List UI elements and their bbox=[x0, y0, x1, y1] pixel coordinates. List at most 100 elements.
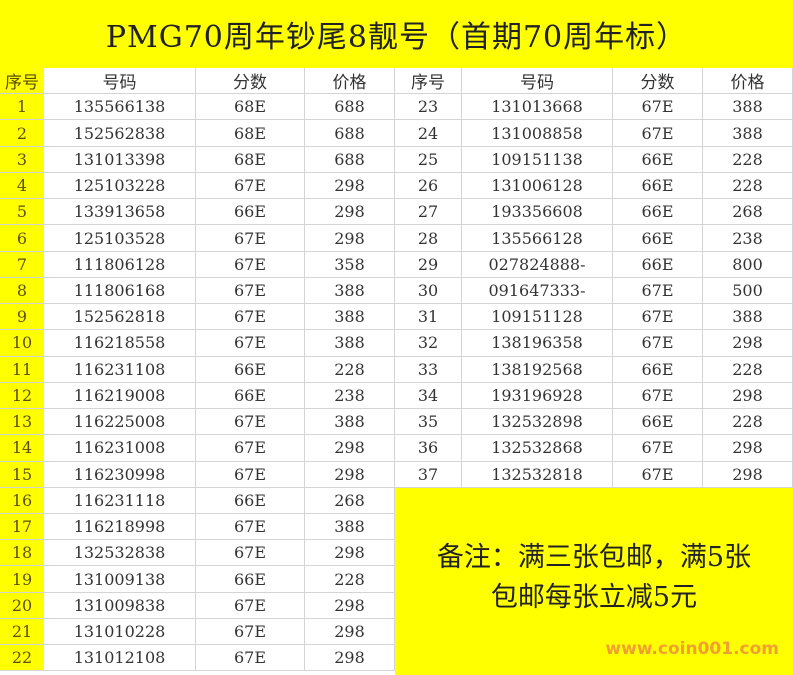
table-row: 32 138196358 67E 298 bbox=[395, 330, 793, 357]
cell-grade: 66E bbox=[613, 356, 703, 382]
cell-price: 388 bbox=[305, 513, 395, 540]
cell-grade: 67E bbox=[196, 225, 305, 251]
cell-serial: 27 bbox=[395, 199, 462, 225]
cell-price: 388 bbox=[305, 277, 395, 304]
table-row: 3 131013398 68E 688 bbox=[0, 146, 395, 173]
table-row: 2 152562838 68E 688 bbox=[0, 120, 395, 147]
table-row: 17 116218998 67E 388 bbox=[0, 513, 395, 541]
cell-grade: 66E bbox=[613, 225, 703, 251]
cell-grade: 67E bbox=[613, 382, 703, 409]
cell-price: 298 bbox=[305, 225, 395, 251]
cell-price: 688 bbox=[305, 146, 395, 172]
cell-grade: 67E bbox=[196, 540, 305, 566]
cell-number: 116218558 bbox=[44, 330, 196, 356]
table-row: 18 132532838 67E 298 bbox=[0, 540, 395, 567]
cell-number: 131013668 bbox=[462, 94, 613, 120]
cell-number: 132532818 bbox=[462, 461, 613, 487]
cell-number: 133913658 bbox=[44, 199, 196, 225]
table-row: 13 116225008 67E 388 bbox=[0, 409, 395, 436]
cell-grade: 67E bbox=[196, 304, 305, 330]
cell-grade: 67E bbox=[196, 618, 305, 645]
cell-grade: 66E bbox=[196, 382, 305, 409]
cell-serial: 9 bbox=[0, 304, 44, 330]
note-box: 备注：满三张包邮，满5张 包邮每张立减5元 www.coin001.com bbox=[395, 488, 793, 675]
watermark: www.coin001.com bbox=[605, 639, 779, 659]
left-table: 序号 号码 分数 价格 1 135566138 68E 688 2 152562838 68E 688… bbox=[0, 68, 395, 672]
table-row: 25 109151138 66E 228 bbox=[395, 146, 793, 173]
cell-number: 116225008 bbox=[44, 409, 196, 435]
cell-number: 116219008 bbox=[44, 382, 196, 409]
cell-price: 298 bbox=[305, 435, 395, 461]
cell-number: 091647333- bbox=[462, 277, 613, 304]
cell-price: 298 bbox=[703, 330, 793, 356]
cell-number: 109151128 bbox=[462, 304, 613, 330]
table-row: 6 125103528 67E 298 bbox=[0, 225, 395, 252]
cell-serial: 3 bbox=[0, 146, 44, 172]
cell-price: 298 bbox=[305, 618, 395, 645]
table-row: 16 116231118 66E 268 bbox=[0, 487, 395, 514]
cell-serial: 32 bbox=[395, 330, 462, 356]
note-line-1: 备注：满三张包邮，满5张 bbox=[436, 542, 752, 573]
cell-price: 298 bbox=[305, 172, 395, 199]
cell-price: 688 bbox=[305, 120, 395, 146]
cell-price: 388 bbox=[703, 120, 793, 146]
cell-serial: 23 bbox=[395, 94, 462, 120]
cell-number: 111806168 bbox=[44, 277, 196, 304]
cell-serial: 12 bbox=[0, 382, 44, 409]
cell-price: 298 bbox=[305, 592, 395, 618]
header-price: 价格 bbox=[703, 68, 793, 94]
cell-number: 125103228 bbox=[44, 172, 196, 199]
cell-grade: 66E bbox=[613, 199, 703, 225]
table-row: 15 116230998 67E 298 bbox=[0, 461, 395, 488]
cell-serial: 18 bbox=[0, 540, 44, 566]
cell-price: 228 bbox=[703, 356, 793, 382]
table-header: 序号 号码 分数 价格 bbox=[395, 68, 793, 95]
cell-number: 116231108 bbox=[44, 356, 196, 382]
table-row: 31 109151128 67E 388 bbox=[395, 304, 793, 331]
cell-price: 388 bbox=[703, 304, 793, 330]
cell-serial: 6 bbox=[0, 225, 44, 251]
cell-price: 228 bbox=[703, 409, 793, 435]
cell-serial: 17 bbox=[0, 513, 44, 540]
table-row: 14 116231008 67E 298 bbox=[0, 435, 395, 462]
cell-serial: 25 bbox=[395, 146, 462, 172]
table-row: 36 132532868 67E 298 bbox=[395, 435, 793, 462]
cell-serial: 28 bbox=[395, 225, 462, 251]
cell-price: 388 bbox=[305, 409, 395, 435]
cell-serial: 8 bbox=[0, 277, 44, 304]
cell-grade: 66E bbox=[613, 251, 703, 277]
table-row: 20 131009838 67E 298 bbox=[0, 592, 395, 619]
cell-serial: 30 bbox=[395, 277, 462, 304]
cell-grade: 67E bbox=[196, 645, 305, 671]
header-grade: 分数 bbox=[196, 68, 305, 94]
note-text: 备注：满三张包邮，满5张 包邮每张立减5元 bbox=[395, 538, 793, 618]
table-row: 19 131009138 66E 228 bbox=[0, 566, 395, 593]
table-row: 11 116231108 66E 228 bbox=[0, 356, 395, 383]
cell-grade: 66E bbox=[196, 199, 305, 225]
note-line-2: 包邮每张立减5元 bbox=[490, 582, 698, 613]
cell-number: 027824888- bbox=[462, 251, 613, 277]
cell-serial: 13 bbox=[0, 409, 44, 435]
table-row: 22 131012108 67E 298 bbox=[0, 645, 395, 672]
cell-serial: 20 bbox=[0, 592, 44, 618]
cell-grade: 66E bbox=[196, 566, 305, 592]
cell-number: 138196358 bbox=[462, 330, 613, 356]
table-row: 24 131008858 67E 388 bbox=[395, 120, 793, 147]
table-row: 37 132532818 67E 298 bbox=[395, 461, 793, 488]
header-number: 号码 bbox=[462, 68, 613, 94]
cell-serial: 10 bbox=[0, 330, 44, 356]
cell-price: 228 bbox=[305, 566, 395, 592]
table-row: 33 138192568 66E 228 bbox=[395, 356, 793, 383]
cell-price: 500 bbox=[703, 277, 793, 304]
cell-number: 131009838 bbox=[44, 592, 196, 618]
cell-grade: 67E bbox=[613, 330, 703, 356]
cell-number: 193356608 bbox=[462, 199, 613, 225]
cell-grade: 66E bbox=[613, 172, 703, 199]
cell-serial: 35 bbox=[395, 409, 462, 435]
cell-number: 116231008 bbox=[44, 435, 196, 461]
cell-grade: 66E bbox=[613, 146, 703, 172]
cell-grade: 67E bbox=[196, 172, 305, 199]
cell-number: 131008858 bbox=[462, 120, 613, 146]
table-header: 序号 号码 分数 价格 bbox=[0, 68, 395, 95]
table-row: 5 133913658 66E 298 bbox=[0, 199, 395, 226]
